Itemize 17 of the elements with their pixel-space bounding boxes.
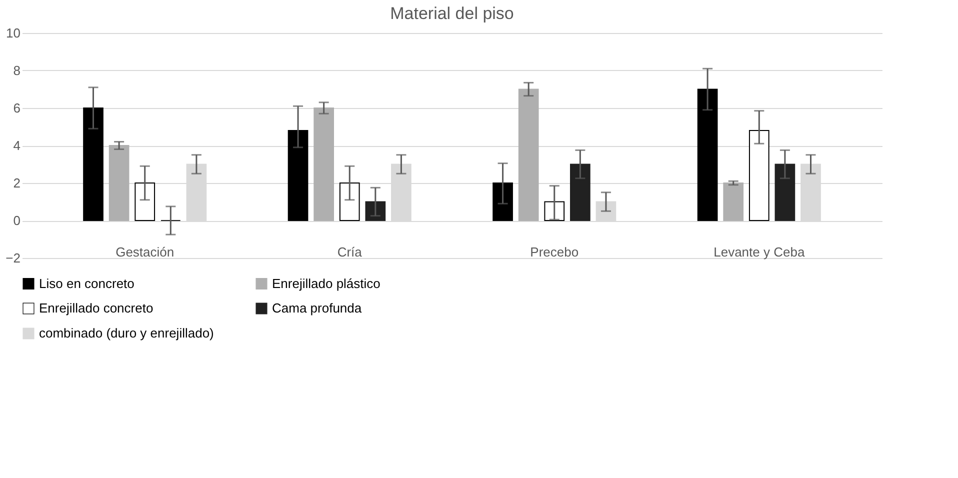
y-tick-label: 8	[13, 63, 20, 78]
legend-label: combinado (duro y enrejillado)	[39, 326, 214, 340]
legend-label: Enrejillado concreto	[39, 300, 154, 316]
y-tick-label: 10	[6, 26, 20, 40]
x-tick-label: Cría	[337, 244, 363, 260]
x-tick-label: Levante y Ceba	[714, 244, 806, 260]
x-tick-label: Precebo	[530, 244, 579, 260]
y-tick-label: −2	[6, 250, 20, 266]
y-tick-label: 4	[13, 138, 20, 153]
y-tick-label: 6	[13, 100, 20, 116]
chart-title: Material del piso	[390, 4, 514, 23]
legend-label: Liso en concreto	[39, 276, 134, 291]
legend-label: Enrejillado plástico	[272, 276, 380, 291]
y-tick-label: 2	[13, 176, 20, 190]
x-tick-label: Gestación	[116, 244, 174, 260]
y-tick-label: 0	[13, 213, 20, 228]
legend-label: Cama profunda	[272, 300, 362, 316]
